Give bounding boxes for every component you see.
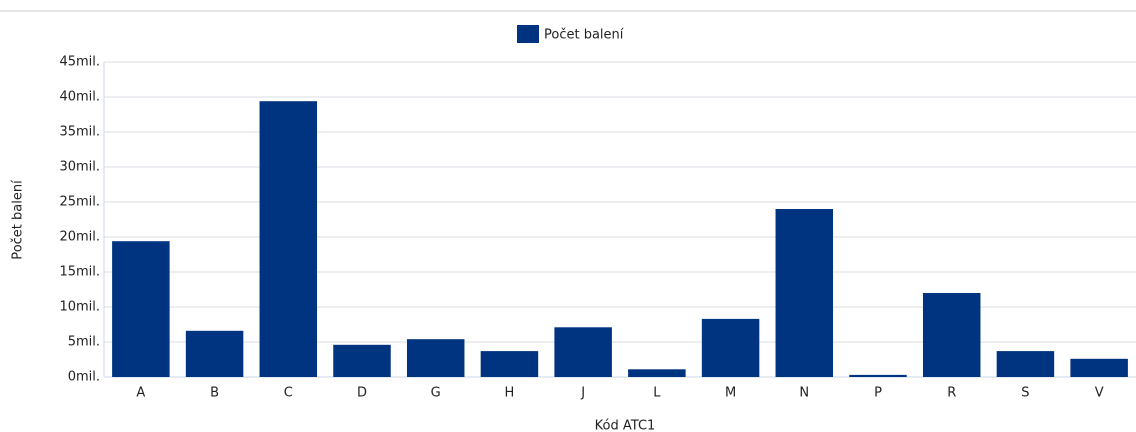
y-tick-label: 0mil. [68, 370, 100, 385]
y-tick-label: 15mil. [59, 265, 100, 280]
y-tick-label: 40mil. [59, 90, 100, 105]
x-tick-label: P [874, 386, 882, 401]
x-axis-label: Kód ATC1 [595, 419, 656, 432]
y-axis-label: Počet balení [11, 180, 26, 260]
x-tick-label: V [1095, 386, 1104, 401]
y-tick-label: 30mil. [59, 160, 100, 175]
bar [849, 374, 907, 377]
x-tick-label: A [136, 386, 145, 401]
x-tick-label: H [505, 386, 515, 401]
y-tick-label: 5mil. [68, 335, 100, 350]
bar [259, 101, 318, 377]
y-tick-label: 25mil. [59, 195, 100, 210]
bar [406, 339, 465, 377]
bar [996, 351, 1055, 377]
x-tick-label: G [431, 386, 441, 401]
y-tick-label: 10mil. [59, 300, 100, 315]
bar [701, 318, 760, 377]
x-tick-label: R [947, 386, 956, 401]
x-tick-label: D [357, 386, 367, 401]
x-tick-label: L [653, 386, 661, 401]
x-tick-label: S [1021, 386, 1029, 401]
bar [185, 330, 244, 377]
legend-label: Počet balení [544, 28, 624, 43]
bar [922, 293, 981, 377]
y-tick-label: 45mil. [59, 55, 100, 70]
x-tick-label: B [210, 386, 219, 401]
y-tick-label: 20mil. [59, 230, 100, 245]
x-tick-label: J [580, 386, 585, 401]
x-tick-label: N [799, 386, 809, 401]
x-tick-label: M [725, 386, 736, 401]
bar [628, 369, 686, 377]
bar [554, 327, 612, 377]
bar [775, 209, 834, 377]
bar [112, 241, 170, 377]
bar [1070, 358, 1128, 377]
legend-swatch [517, 25, 539, 43]
bar [333, 344, 391, 377]
x-tick-label: C [284, 386, 293, 401]
y-tick-label: 35mil. [59, 125, 100, 140]
bar [480, 351, 539, 377]
